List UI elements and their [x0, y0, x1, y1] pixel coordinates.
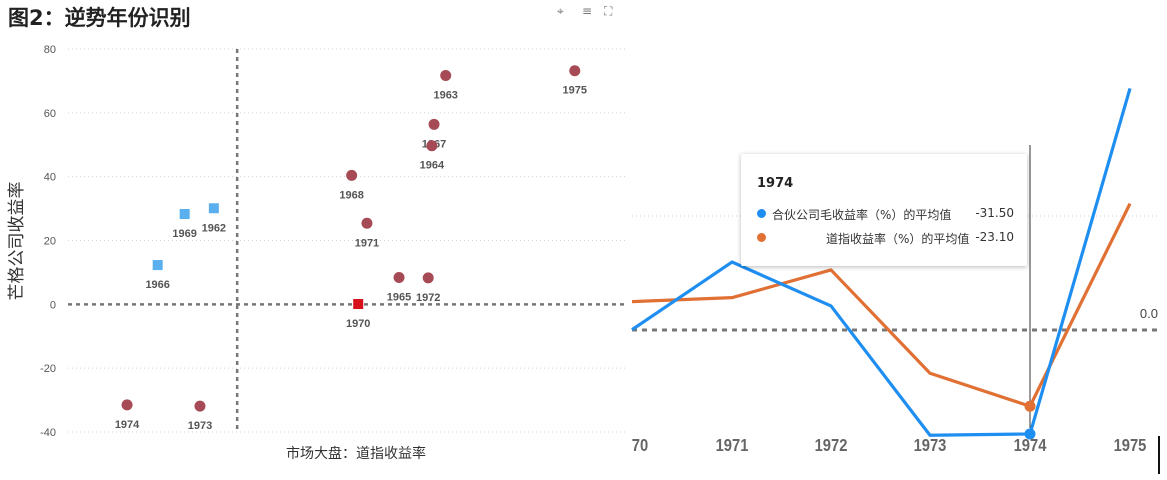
data-point-1964 — [426, 140, 438, 152]
point-label: 1969 — [172, 228, 196, 240]
pin-icon[interactable]: ⌖ — [557, 4, 564, 18]
filter-icon[interactable]: ≡ — [582, 4, 593, 18]
series-line — [631, 87, 1132, 437]
point-label: 1970 — [346, 318, 370, 330]
point-label: 1964 — [420, 160, 445, 172]
y-tick-label: 40 — [44, 172, 56, 184]
y-tick-label: 60 — [44, 108, 56, 120]
focus-mode-icon[interactable]: ⛶ — [604, 4, 613, 18]
data-point-1973 — [194, 400, 206, 412]
data-point-1974 — [121, 399, 133, 411]
highlight-point — [1024, 400, 1036, 412]
point-label: 1965 — [387, 292, 411, 304]
reference-line-label: 0.0 — [1140, 306, 1158, 321]
data-tooltip: 1974 合伙公司毛收益率（%）的平均值 -31.50 道指收益率（%）的平均值… — [741, 154, 1027, 266]
data-point-1971 — [361, 217, 373, 229]
point-label: 1971 — [355, 237, 379, 249]
point-label: 1962 — [202, 222, 226, 234]
y-tick-label: -20 — [40, 363, 56, 375]
data-point-1966 — [152, 260, 163, 271]
tooltip-label: 道指收益率（%）的平均值 — [826, 232, 970, 246]
partnership-legend-dot — [757, 209, 766, 218]
data-point-1972 — [422, 272, 434, 284]
scatter-chart: 806040200-20-401963197519671964196819711… — [7, 44, 628, 462]
tooltip-label: 合伙公司毛收益率（%）的平均值 — [772, 208, 952, 222]
x-tick-label: 1973 — [914, 436, 947, 456]
data-point-1969 — [179, 209, 190, 220]
point-label: 1963 — [433, 89, 457, 101]
x-tick-label: 1975 — [1114, 436, 1147, 456]
highlight-point — [1024, 428, 1036, 440]
x-axis-label: 市场大盘：道指收益率 — [286, 445, 426, 462]
data-point-1963 — [440, 69, 452, 81]
data-point-1962 — [208, 203, 219, 214]
data-point-1970 — [353, 299, 364, 310]
point-label: 1966 — [145, 279, 169, 291]
point-label: 1973 — [188, 420, 212, 432]
y-axis-label: 芒格公司收益率 — [7, 182, 27, 301]
point-label: 1968 — [339, 189, 363, 201]
point-label: 1972 — [416, 292, 440, 304]
y-tick-label: 20 — [44, 236, 56, 248]
dow-legend-dot — [757, 233, 766, 242]
tooltip-title: 1974 — [757, 176, 794, 191]
tooltip-value: -31.50 — [975, 206, 1014, 220]
data-point-1967 — [428, 118, 440, 130]
y-tick-label: 80 — [44, 44, 56, 56]
y-tick-label: 0 — [50, 299, 56, 311]
data-point-1968 — [346, 169, 358, 181]
x-tick-label: 1971 — [716, 436, 749, 456]
data-point-1965 — [393, 272, 405, 284]
point-label: 1975 — [563, 85, 587, 97]
x-tick-label: 1974 — [1014, 436, 1048, 456]
x-tick-label: 70 — [632, 436, 648, 456]
chart-title: 图2：逆势年份识别 — [8, 6, 191, 30]
y-tick-label: -40 — [40, 427, 56, 439]
tooltip-value: -23.10 — [975, 230, 1014, 244]
data-point-1975 — [569, 65, 581, 77]
point-label: 1974 — [115, 419, 140, 431]
x-tick-label: 1972 — [815, 436, 848, 456]
